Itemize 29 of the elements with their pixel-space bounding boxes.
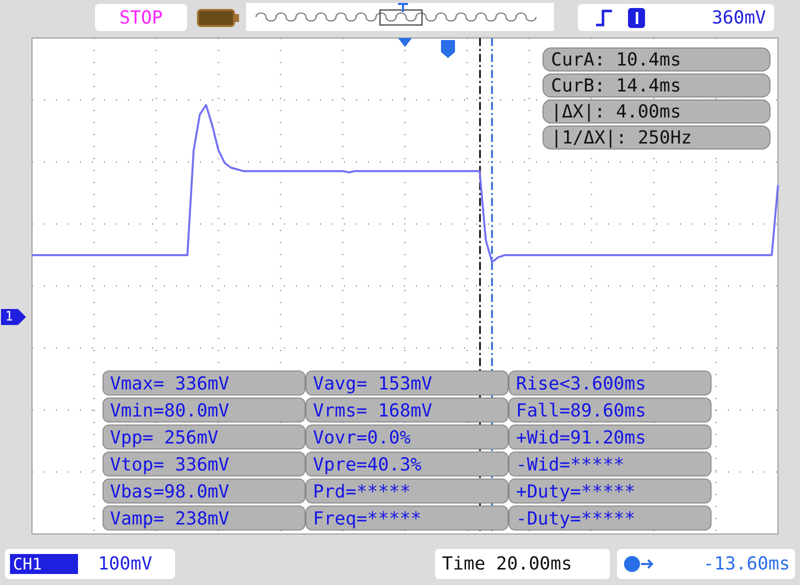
- text: 1: [5, 310, 13, 324]
- annotation: +Duty=*****: [516, 482, 636, 502]
- annotation: Vovr=0.0%: [313, 428, 411, 448]
- text: CH1: [13, 554, 42, 574]
- annotation: Vamp= 238mV: [110, 508, 230, 530]
- text: CurA: 10.4ms: [551, 50, 682, 70]
- annotation: -Wid=*****: [516, 454, 624, 476]
- annotation: Fall=89.60ms: [516, 400, 646, 422]
- text: 360mV: [712, 8, 766, 28]
- annotation: Vpp= 256mV: [110, 428, 219, 448]
- annotation: |ΔX|: 4.00ms: [551, 102, 682, 122]
- annotation: |1/ΔX|: 250Hz: [551, 128, 692, 148]
- annotation: Freq=*****: [313, 508, 422, 530]
- annotation: Rise<3.600ms: [516, 374, 646, 394]
- annotation: Vavg= 153mV: [313, 374, 432, 394]
- annotation: Vtop= 336mV: [110, 454, 230, 476]
- text: -13.60ms: [703, 554, 790, 574]
- annotation: +Wid=91.20ms: [516, 428, 646, 448]
- annotation: Vmin=80.0mV: [110, 400, 230, 422]
- annotation: Vmax= 336mV: [110, 374, 230, 394]
- annotation: Vrms= 168mV: [313, 400, 432, 422]
- text: Time 20.00ms: [442, 554, 572, 574]
- text: STOP: [119, 8, 163, 28]
- annotation: Vbas=98.0mV: [110, 482, 230, 502]
- text: 100mV: [98, 554, 152, 574]
- annotation: Vpre=40.3%: [313, 454, 422, 476]
- text: CurB: 14.4ms: [551, 76, 682, 96]
- annotation: -Duty=*****: [516, 508, 636, 530]
- annotation: Prd=*****: [313, 482, 411, 502]
